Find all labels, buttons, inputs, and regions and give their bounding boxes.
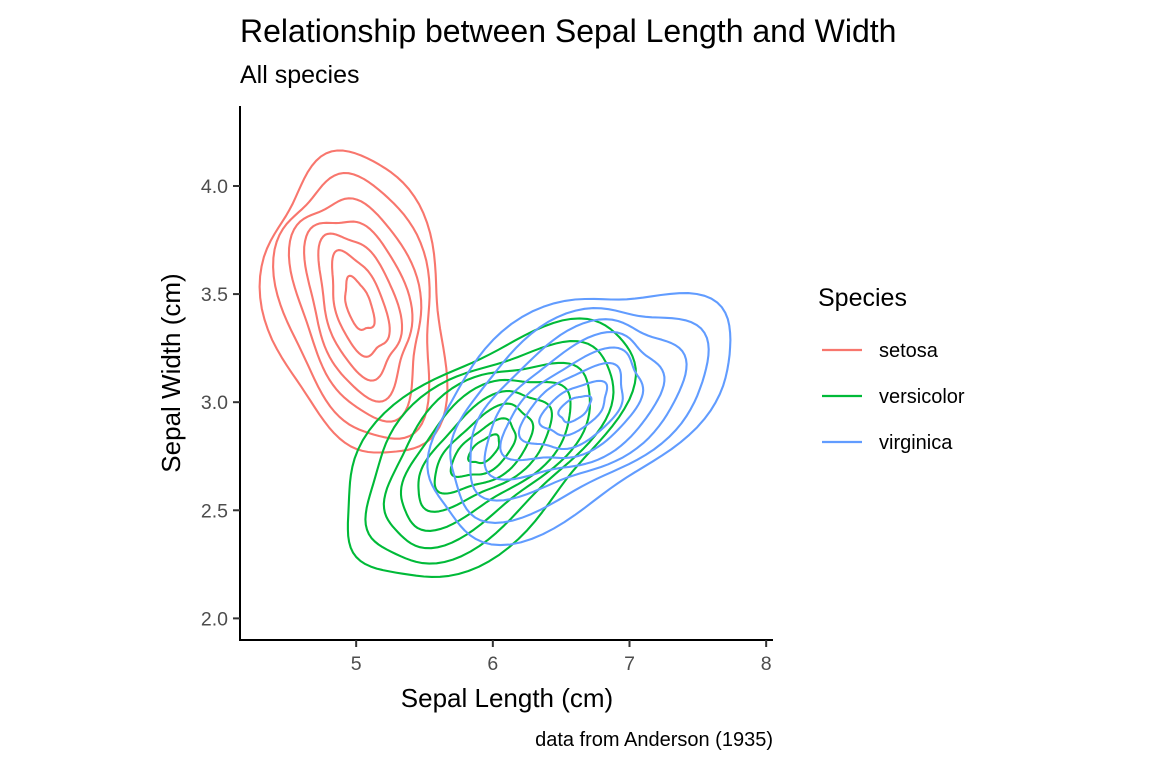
chart-subtitle: All species: [240, 61, 360, 89]
caption: data from Anderson (1935): [535, 729, 773, 751]
legend-label-versicolor: versicolor: [879, 386, 965, 408]
contour-line-setosa: [317, 232, 404, 382]
y-axis-ticks: 2.0 2.5 3.0 3.5 4.0: [201, 176, 240, 630]
contour-line-virginica: [426, 292, 732, 547]
legend-title: Species: [818, 284, 907, 312]
contour-line-versicolor: [399, 378, 572, 532]
series-setosa: [258, 149, 449, 454]
y-tick-label: 2.5: [201, 500, 228, 522]
legend-item-versicolor: versicolor: [822, 386, 965, 408]
y-axis-title: Sepal Width (cm): [156, 273, 186, 472]
contour-line-setosa: [303, 220, 414, 403]
y-tick-label: 4.0: [201, 176, 228, 198]
contour-line-versicolor: [346, 317, 637, 578]
contour-line-versicolor: [364, 340, 615, 565]
legend-label-setosa: setosa: [879, 340, 939, 362]
y-tick-label: 3.5: [201, 284, 228, 306]
x-tick-label: 7: [624, 653, 635, 675]
contour-line-setosa: [272, 171, 431, 440]
y-tick-label: 2.0: [201, 608, 228, 630]
legend-items: setosa versicolor virginica: [822, 340, 965, 454]
contour-line-setosa: [331, 249, 391, 358]
series-versicolor: [346, 317, 637, 578]
legend-label-virginica: virginica: [879, 432, 953, 454]
legend: Species setosa versicolor virginica: [818, 284, 965, 454]
contour-line-virginica: [499, 346, 645, 462]
contour-line-versicolor: [417, 390, 553, 513]
contour-line-virginica: [538, 379, 609, 437]
x-axis-title: Sepal Length (cm): [401, 683, 613, 713]
chart-title: Relationship between Sepal Length and Wi…: [240, 13, 896, 49]
y-tick-label: 3.0: [201, 392, 228, 414]
x-tick-label: 6: [487, 653, 498, 675]
contour-line-virginica: [557, 394, 593, 424]
contour-line-setosa: [258, 149, 449, 454]
contour-line-virginica: [517, 362, 624, 451]
x-axis-ticks: 5 6 7 8: [351, 640, 772, 675]
contour-line-setosa: [344, 274, 376, 331]
plot-panel: 5 6 7 8 2.0 2.5 3.0 3.5 4.0: [201, 106, 773, 675]
legend-item-virginica: virginica: [822, 432, 953, 454]
contour-line-virginica: [483, 330, 666, 481]
contour-layer: [258, 149, 732, 578]
x-tick-label: 8: [761, 653, 772, 675]
x-tick-label: 5: [351, 653, 362, 675]
contour-line-virginica: [449, 307, 710, 524]
contour-line-setosa: [287, 197, 423, 423]
contour-line-virginica: [469, 318, 688, 502]
series-virginica: [426, 292, 732, 547]
legend-item-setosa: setosa: [822, 340, 939, 362]
contour-line-versicolor: [382, 361, 591, 550]
